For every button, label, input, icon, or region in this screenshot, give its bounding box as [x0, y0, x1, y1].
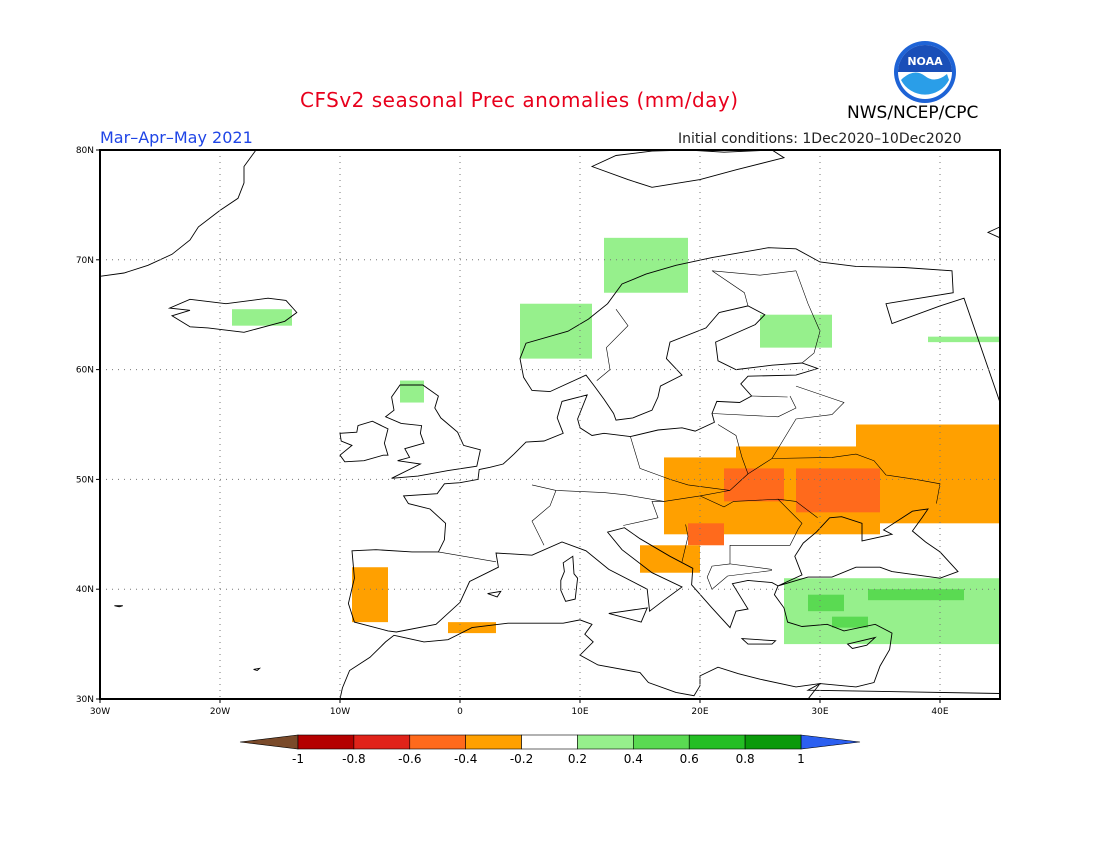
colorbar-swatch: [688, 734, 746, 750]
lon-tick-label: 10W: [330, 707, 350, 717]
anomaly-cell: [640, 545, 700, 573]
lon-tick-label: 30W: [90, 707, 110, 717]
anomaly-cell: [352, 567, 388, 623]
anomaly-cell: [832, 616, 868, 628]
season-label: Mar–Apr–May 2021: [100, 128, 253, 147]
colorbar-label: 1: [797, 752, 805, 766]
anomaly-cell: [796, 468, 880, 513]
lat-tick-label: 50N: [76, 475, 94, 485]
graticule: [100, 150, 1000, 699]
country-border: [711, 270, 797, 306]
colorbar-swatch: [577, 734, 634, 750]
colorbar-label: -0.6: [398, 752, 421, 766]
coast-sicily: [608, 607, 648, 623]
colorbar-swatch: [744, 734, 802, 750]
country-border: [531, 490, 557, 546]
country-border: [681, 524, 689, 562]
coast-azores: [114, 605, 123, 608]
svg-text:NOAA: NOAA: [907, 55, 943, 68]
coast-balearic: [487, 590, 502, 598]
anomaly-cell: [724, 468, 784, 502]
colorbar-swatch: [465, 734, 522, 750]
anomaly-cell: [604, 237, 688, 293]
coast-ireland: [339, 420, 389, 463]
country-border: [438, 551, 497, 563]
country-border: [771, 385, 845, 459]
anomaly-cell: [928, 336, 1000, 343]
colorbar-swatch: [297, 734, 355, 750]
lat-tick-label: 30N: [76, 695, 94, 705]
lat-tick-label: 40N: [76, 585, 94, 595]
lon-tick-label: 40E: [931, 707, 948, 717]
anomaly-cell: [868, 589, 964, 601]
map-frame: [99, 149, 1001, 700]
colorbar-swatch: [353, 734, 411, 750]
initial-conditions-label: Initial conditions: 1Dec2020–10Dec2020: [678, 131, 962, 147]
country-border: [751, 395, 788, 398]
coast-africa: [339, 619, 822, 700]
coast-corsica-sardinia: [560, 555, 579, 602]
colorbar-label: 0.2: [568, 752, 587, 766]
coast-iceland: [167, 297, 298, 333]
lon-tick-label: 30E: [811, 707, 828, 717]
colorbar-label: -0.4: [454, 752, 477, 766]
country-border: [795, 270, 821, 364]
lon-tick-label: 20E: [691, 707, 708, 717]
noaa-logo: NOAA: [894, 41, 956, 103]
axis-ticks: 30W 20W 10W 0 10E 20E 30E 40E 30N 40N 50N 60N 70N 80N: [76, 146, 949, 717]
lat-tick-label: 60N: [76, 366, 94, 376]
organization-label: NWS/NCEP/CPC: [847, 103, 979, 123]
lon-tick-label: 20W: [210, 707, 230, 717]
colorbar-label: 0.8: [736, 752, 755, 766]
colorbar-label: -0.8: [342, 752, 365, 766]
coast-cyprus: [846, 636, 877, 649]
colorbar-low-extend: [239, 734, 299, 750]
country-border: [596, 309, 629, 381]
colorbar-label: 0.4: [624, 752, 643, 766]
anomaly-cell: [808, 594, 844, 612]
coast-britain: [384, 384, 481, 479]
coast-svalbard: [590, 149, 786, 188]
colorbar-swatch: [633, 734, 690, 750]
coastlines: [99, 149, 1001, 700]
country-border: [623, 501, 664, 526]
anomaly-cell: [400, 380, 424, 403]
country-border: [699, 495, 803, 570]
anomaly-cell: [232, 309, 292, 326]
colorbar-label: -0.2: [510, 752, 533, 766]
country-border: [777, 498, 818, 519]
colorbar-label: 0.6: [680, 752, 699, 766]
chart-title: CFSv2 seasonal Prec anomalies (mm/day): [300, 88, 739, 112]
lon-tick-label: 10E: [571, 707, 588, 717]
colorbar-label: -1: [292, 752, 304, 766]
colorbar-high-extend: [800, 734, 861, 750]
colorbar-swatch: [409, 734, 466, 750]
coast-madeira: [253, 667, 262, 672]
anomaly-cell: [688, 523, 724, 546]
country-border: [711, 395, 797, 418]
country-border: [706, 563, 773, 590]
country-border: [747, 453, 941, 504]
colorbar-swatch: [521, 734, 578, 750]
coast-europe: [347, 247, 1001, 694]
lon-tick-label: 0: [457, 707, 463, 717]
lat-tick-label: 70N: [76, 256, 94, 266]
coast-crete: [740, 638, 777, 645]
lat-tick-label: 80N: [76, 146, 94, 156]
